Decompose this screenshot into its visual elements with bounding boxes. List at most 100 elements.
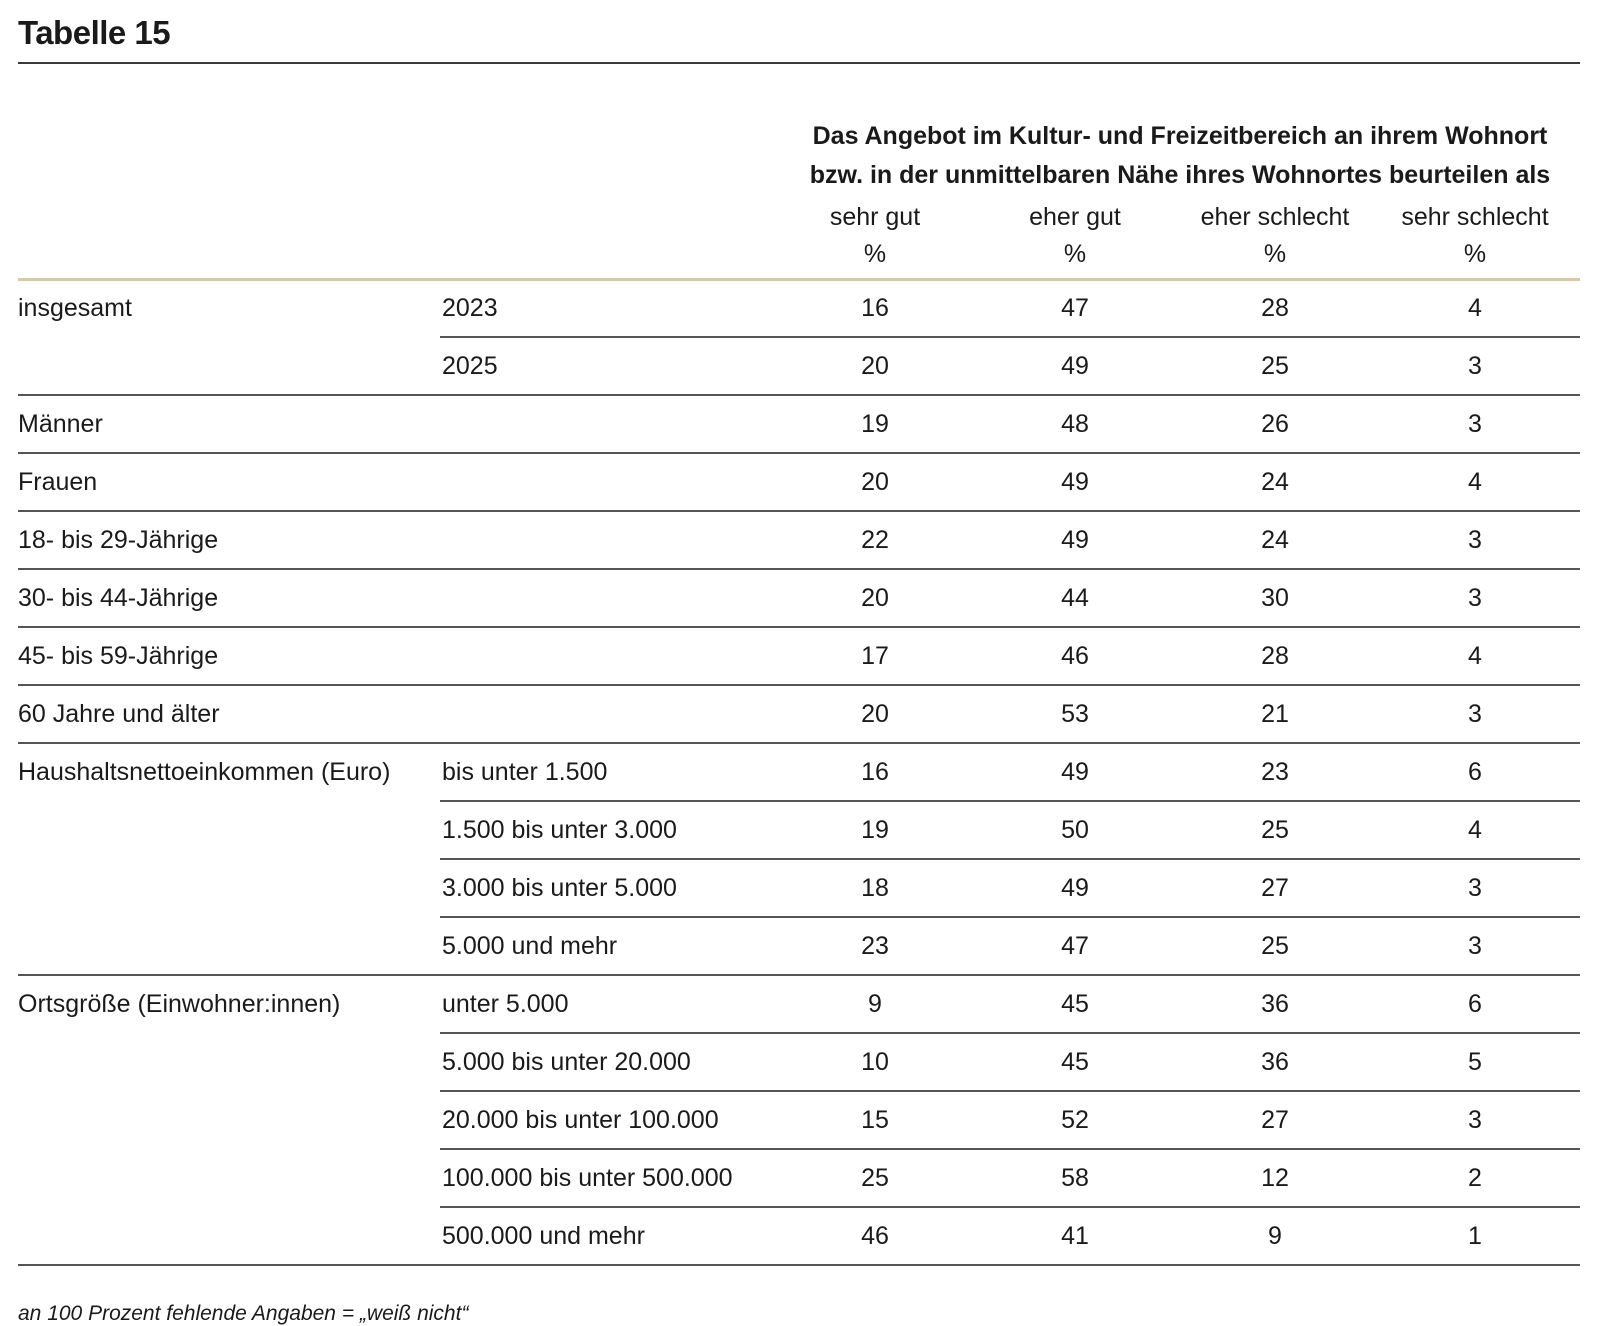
header-divider [18,278,1580,281]
row-group-label: 45- bis 59-Jährige [18,642,219,670]
table-row: 100.000 bis unter 500.000 25 58 12 2 [18,1150,1580,1208]
row-subgroup-label: 20.000 bis unter 100.000 [442,1106,719,1134]
value-sehr-schlecht: 4 [1468,816,1482,844]
value-sehr-schlecht: 3 [1468,584,1482,612]
row-group-label: Haushaltsnettoeinkommen (Euro) [18,758,391,786]
value-sehr-gut: 15 [861,1106,889,1134]
table-row: insgesamt 2023 16 47 28 4 [18,280,1580,338]
table-row: Frauen 20 49 24 4 [18,454,1580,512]
column-label: sehr schlecht [1401,203,1549,231]
value-sehr-gut: 17 [861,642,889,670]
value-eher-gut: 49 [1061,468,1089,496]
table-row: 60 Jahre und älter 20 53 21 3 [18,686,1580,744]
value-eher-schlecht: 24 [1261,526,1289,554]
row-subgroup-label: 100.000 bis unter 500.000 [442,1164,733,1192]
table-body: insgesamt 2023 16 47 28 4 2025 20 49 25 3 Männer 19 4… [18,280,1580,1266]
table-row: 30- bis 44-Jährige 20 44 30 3 [18,570,1580,628]
value-eher-gut: 49 [1061,758,1089,786]
header-question-line-1: Das Angebot im Kultur- und Freizeitberei… [812,122,1548,150]
column-label: eher gut [1029,203,1121,231]
table-row: 3.000 bis unter 5.000 18 49 27 3 [18,860,1580,918]
value-eher-schlecht: 27 [1261,874,1289,902]
value-eher-gut: 46 [1061,642,1089,670]
value-sehr-gut: 16 [861,294,889,322]
value-eher-gut: 58 [1061,1164,1089,1192]
value-sehr-gut: 16 [861,758,889,786]
value-eher-schlecht: 21 [1261,700,1289,728]
column-header-block: Das Angebot im Kultur- und Freizeitberei… [780,117,1580,268]
value-sehr-gut: 23 [861,932,889,960]
value-eher-gut: 50 [1061,816,1089,844]
value-sehr-gut: 19 [861,410,889,438]
value-eher-schlecht: 23 [1261,758,1289,786]
value-sehr-gut: 25 [861,1164,889,1192]
value-sehr-gut: 46 [861,1222,889,1250]
row-subgroup-label: 1.500 bis unter 3.000 [442,816,677,844]
header-question-line-2: bzw. in der unmittelbaren Nähe ihres Woh… [809,161,1551,189]
value-eher-gut: 49 [1061,526,1089,554]
value-sehr-gut: 20 [861,352,889,380]
footnote: an 100 Prozent fehlende Angaben = „weiß … [18,1302,469,1325]
table-row: 500.000 und mehr 46 41 9 1 [18,1208,1580,1266]
value-eher-schlecht: 9 [1268,1222,1282,1250]
column-header-eher-gut: eher gut % [975,199,1175,273]
value-sehr-gut: 18 [861,874,889,902]
value-sehr-schlecht: 1 [1468,1222,1482,1250]
value-sehr-schlecht: 4 [1468,468,1482,496]
value-sehr-schlecht: 2 [1468,1164,1482,1192]
row-group-label: 18- bis 29-Jährige [18,526,219,554]
row-subgroup-label: 5.000 und mehr [442,932,618,960]
table-row: 2025 20 49 25 3 [18,338,1580,396]
row-group-label: Ortsgröße (Einwohner:innen) [18,990,341,1018]
column-header-eher-schlecht: eher schlecht % [1175,199,1375,273]
value-eher-schlecht: 36 [1261,1048,1289,1076]
value-eher-gut: 47 [1061,932,1089,960]
value-eher-schlecht: 25 [1261,932,1289,960]
value-sehr-schlecht: 6 [1468,990,1482,1018]
value-eher-gut: 53 [1061,700,1089,728]
row-subgroup-label: 2025 [442,352,498,380]
column-header-sehr-schlecht: sehr schlecht % [1375,199,1575,273]
table-row: 5.000 und mehr 23 47 25 3 [18,918,1580,976]
value-eher-schlecht: 28 [1261,294,1289,322]
value-sehr-schlecht: 3 [1468,932,1482,960]
table-row: Ortsgröße (Einwohner:innen) unter 5.000 9 4… [18,976,1580,1034]
value-sehr-schlecht: 3 [1468,700,1482,728]
table-row: 20.000 bis unter 100.000 15 52 27 3 [18,1092,1580,1150]
row-subgroup-label: bis unter 1.500 [442,758,608,786]
column-unit: % [1263,240,1287,268]
value-sehr-gut: 9 [868,990,882,1018]
value-eher-gut: 41 [1061,1222,1089,1250]
value-sehr-gut: 22 [861,526,889,554]
table-row: 1.500 bis unter 3.000 19 50 25 4 [18,802,1580,860]
value-eher-schlecht: 28 [1261,642,1289,670]
row-subgroup-label: 500.000 und mehr [442,1222,645,1250]
title-divider [18,62,1580,64]
value-eher-gut: 47 [1061,294,1089,322]
value-sehr-gut: 19 [861,816,889,844]
value-eher-schlecht: 25 [1261,816,1289,844]
column-unit: % [1463,240,1487,268]
value-sehr-schlecht: 6 [1468,758,1482,786]
value-sehr-schlecht: 3 [1468,526,1482,554]
column-unit: % [863,240,887,268]
value-sehr-schlecht: 3 [1468,874,1482,902]
value-eher-gut: 52 [1061,1106,1089,1134]
value-sehr-schlecht: 5 [1468,1048,1482,1076]
value-sehr-gut: 10 [861,1048,889,1076]
value-eher-schlecht: 30 [1261,584,1289,612]
row-group-label: 60 Jahre und älter [18,700,220,728]
value-eher-schlecht: 36 [1261,990,1289,1018]
value-sehr-schlecht: 3 [1468,352,1482,380]
value-eher-gut: 45 [1061,1048,1089,1076]
value-sehr-schlecht: 4 [1468,642,1482,670]
table-row: 5.000 bis unter 20.000 10 45 36 5 [18,1034,1580,1092]
value-eher-gut: 49 [1061,352,1089,380]
row-group-label: insgesamt [18,294,132,322]
column-label: sehr gut [829,203,921,231]
value-eher-gut: 45 [1061,990,1089,1018]
value-eher-gut: 44 [1061,584,1089,612]
column-header-sehr-gut: sehr gut % [775,199,975,273]
value-sehr-gut: 20 [861,584,889,612]
value-eher-gut: 49 [1061,874,1089,902]
